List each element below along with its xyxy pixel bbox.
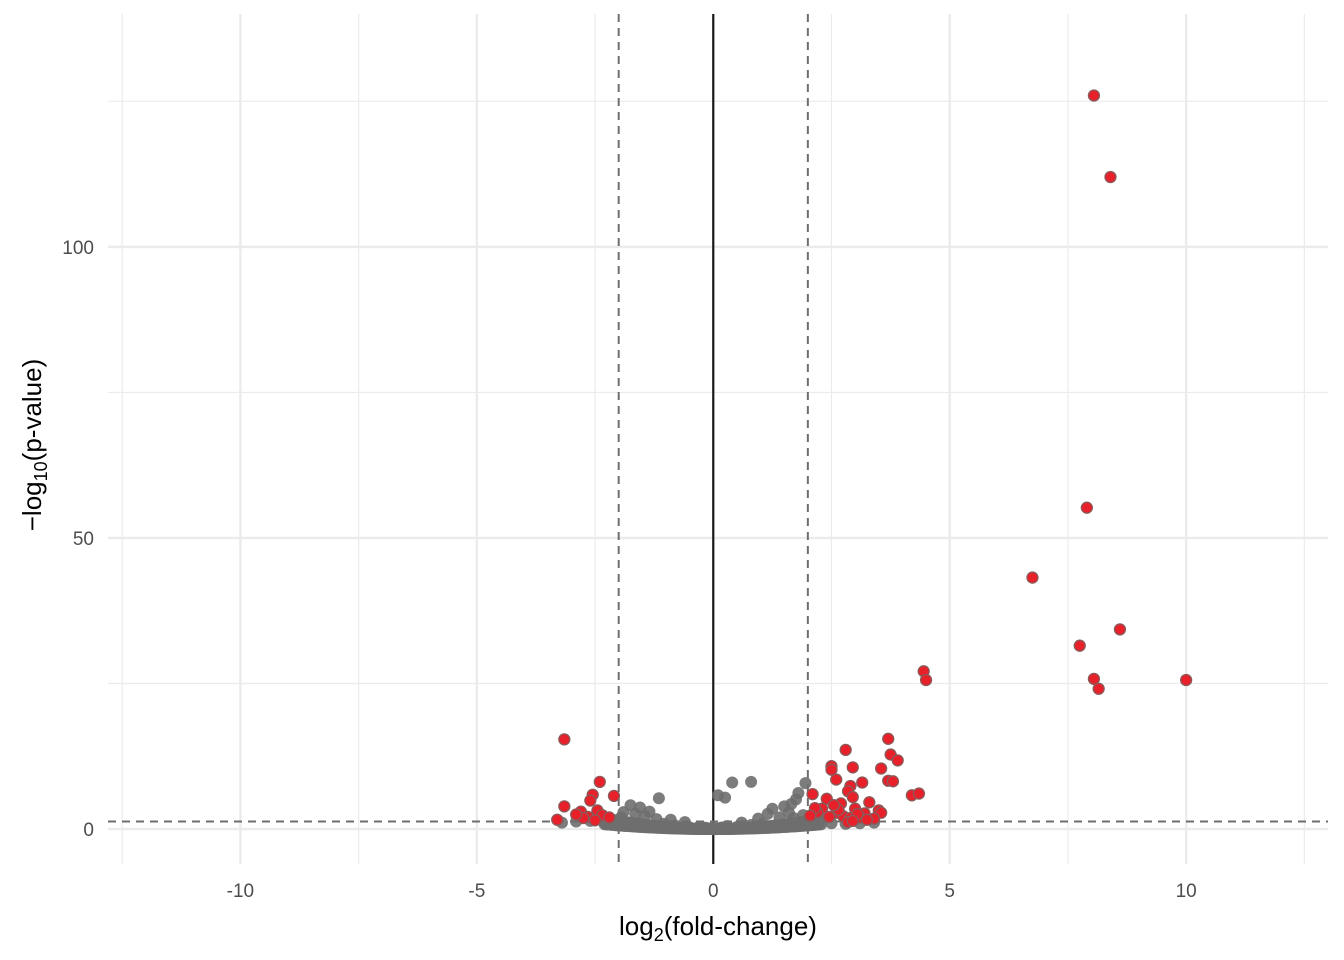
data-point-not-significant: [716, 821, 729, 834]
data-point-not-significant: [778, 818, 791, 831]
data-point-significant: [846, 790, 859, 804]
x-tick-label: -5: [468, 881, 485, 902]
data-point-significant: [1113, 623, 1127, 636]
x-axis-title: log2(fold-change): [619, 911, 817, 945]
data-point-not-significant: [697, 821, 710, 834]
data-point-not-significant: [629, 807, 642, 820]
data-point-significant: [603, 811, 616, 824]
y-axis-title-suffix: (p-value): [17, 359, 47, 462]
data-point-not-significant: [761, 807, 774, 820]
data-point-not-significant: [622, 817, 635, 830]
data-point-significant: [1026, 571, 1039, 584]
data-point-significant: [1087, 672, 1101, 686]
data-point-significant: [839, 743, 852, 757]
data-point-significant: [588, 814, 602, 827]
data-point-significant: [912, 787, 926, 800]
data-point-significant: [919, 673, 933, 687]
data-point-significant: [593, 775, 606, 789]
x-axis-title-subscript: 2: [654, 925, 664, 945]
data-point-not-significant: [645, 819, 658, 832]
data-point-not-significant: [768, 819, 781, 832]
y-axis-title-subscript: 10: [31, 461, 51, 481]
data-point-significant: [856, 776, 869, 789]
data-point-significant: [1179, 673, 1193, 687]
data-point-significant: [863, 796, 876, 809]
data-point-significant: [825, 763, 838, 776]
x-axis-title-prefix: log: [619, 911, 654, 941]
x-axis-ticks: -10 -5 0 5 10: [227, 881, 1197, 902]
data-point-significant: [846, 761, 859, 774]
data-point-significant: [558, 733, 571, 746]
data-point-significant: [860, 813, 874, 826]
data-point-significant: [806, 787, 819, 801]
data-point-significant: [804, 809, 817, 822]
data-point-significant: [1104, 170, 1117, 184]
y-tick-label: 100: [62, 238, 94, 259]
data-point-not-significant: [636, 818, 649, 831]
threshold-lines: [108, 14, 1328, 864]
data-point-significant: [558, 800, 571, 813]
data-point-significant: [830, 773, 843, 786]
data-point-significant: [551, 813, 564, 826]
data-point-significant: [1080, 501, 1093, 514]
data-point-significant: [822, 810, 836, 823]
data-point-significant: [569, 808, 583, 821]
x-tick-label: -10: [227, 881, 254, 902]
data-point-not-significant: [730, 821, 743, 834]
data-point-not-significant: [683, 821, 696, 834]
data-point-significant: [1087, 89, 1101, 102]
data-point-not-significant: [745, 818, 758, 831]
data-point-significant: [1092, 682, 1105, 695]
x-tick-label: 5: [944, 881, 955, 902]
y-axis-ticks: 0 50 100: [62, 238, 94, 841]
significant-points: [551, 89, 1193, 829]
data-point-significant: [827, 799, 841, 812]
data-point-not-significant: [726, 776, 739, 789]
x-tick-label: 0: [708, 881, 719, 902]
data-point-not-significant: [652, 792, 665, 805]
non-significant-points: [555, 775, 881, 836]
data-point-not-significant: [787, 812, 800, 825]
data-point-significant: [874, 762, 888, 775]
x-tick-label: 10: [1176, 881, 1197, 902]
x-axis-title-suffix: (fold-change): [664, 911, 817, 941]
data-point-not-significant: [745, 775, 758, 788]
y-tick-label: 50: [73, 529, 94, 550]
data-point-significant: [584, 794, 597, 807]
data-point-significant: [846, 814, 859, 828]
data-point-significant: [891, 754, 904, 767]
data-point-not-significant: [657, 817, 670, 830]
data-point-not-significant: [612, 817, 625, 830]
data-point-not-significant: [669, 819, 682, 832]
data-point-not-significant: [756, 817, 769, 830]
y-axis-title-prefix: −log: [17, 481, 47, 531]
y-axis-title: −log10(p-value): [17, 359, 51, 532]
y-tick-label: 0: [83, 820, 94, 841]
data-point-significant: [607, 789, 621, 803]
data-point-not-significant: [719, 791, 732, 804]
data-point-significant: [1073, 639, 1086, 652]
data-point-significant: [882, 732, 895, 745]
data-point-significant: [886, 775, 900, 788]
data-point-not-significant: [799, 777, 812, 790]
